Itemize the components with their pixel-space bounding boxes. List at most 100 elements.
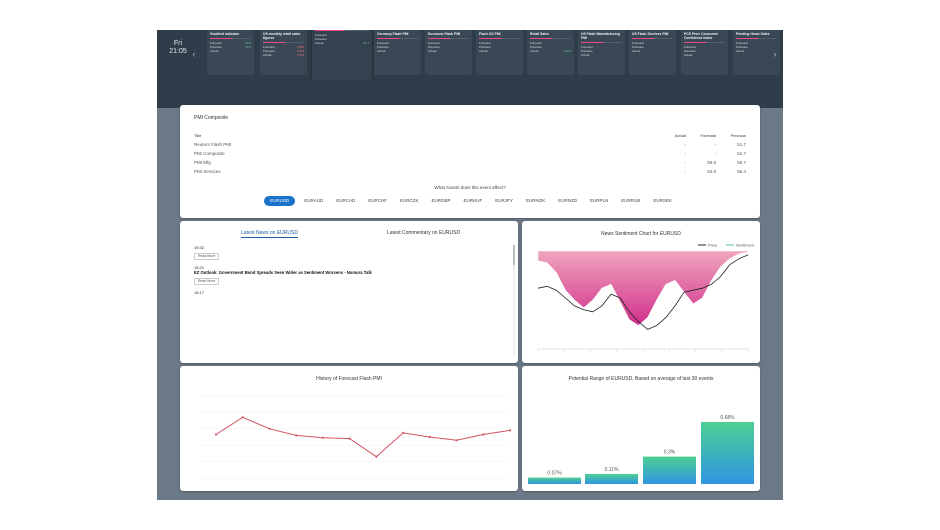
event-card-row-label: Actual bbox=[632, 49, 641, 53]
range-bar bbox=[528, 477, 581, 484]
asset-pill-eurnzd[interactable]: EURNZD bbox=[558, 198, 578, 203]
history-line bbox=[215, 416, 511, 458]
asset-pill-eurusd[interactable]: EURUSD bbox=[264, 196, 296, 206]
event-card-row-value: 51.7 bbox=[363, 41, 369, 45]
event-card-row: Previous bbox=[632, 45, 673, 49]
row-previous: 56.7 bbox=[737, 160, 746, 165]
history-point bbox=[321, 436, 324, 439]
row-actual: - bbox=[684, 142, 687, 147]
asset-pill-eurjpy[interactable]: EURJPY bbox=[495, 198, 514, 203]
news-list: 15:32 Read More 15:21 EZ Outlook: Governmen… bbox=[194, 245, 504, 300]
row-title: PMI Services bbox=[194, 169, 221, 174]
news-scrollbar[interactable] bbox=[513, 245, 515, 355]
header-previous: Previous bbox=[730, 133, 746, 138]
event-card-row-label: Actual bbox=[736, 49, 745, 53]
calendar-prev-button[interactable]: ‹ bbox=[192, 49, 196, 59]
event-card[interactable]: Flash US PMI Forecast Previous Actual bbox=[476, 30, 523, 75]
asset-pill-eurczk[interactable]: EURCZK bbox=[399, 198, 419, 203]
asset-pill-eurchf[interactable]: EURCHF bbox=[368, 198, 387, 203]
event-card[interactable]: PCE Price Consumer Confidence Index Forec… bbox=[681, 30, 728, 75]
history-chart-title: History of Forecast Flash PMI bbox=[316, 376, 382, 382]
event-card-impact-bar bbox=[684, 42, 725, 43]
event-card-row: Previous bbox=[428, 45, 469, 49]
event-card[interactable]: Forecast Previous Actual 51.7 bbox=[312, 30, 372, 84]
event-card-row-label: Forecast bbox=[581, 45, 593, 49]
row-actual: - bbox=[684, 151, 687, 156]
read-more-button[interactable]: Read More bbox=[194, 253, 220, 260]
event-card-row: Previous bbox=[377, 45, 418, 49]
price-line bbox=[537, 254, 749, 330]
event-card[interactable]: Eurozone Flash PMI Forecast Previous Actual bbox=[425, 30, 472, 75]
event-card-row: Actual bbox=[684, 53, 725, 57]
tab-latest-commentary[interactable]: Latest Commentary on EURUSD bbox=[387, 230, 461, 236]
asset-pills: EURUSD EURAUD EURCAD EURCHF EURCZK EURGBP EURH… bbox=[180, 196, 760, 206]
asset-pill-euraud[interactable]: EURAUD bbox=[304, 198, 324, 203]
event-card-row-label: Forecast bbox=[210, 41, 222, 45]
list-item: 15:32 Read More bbox=[194, 245, 504, 260]
event-card-row: Forecast bbox=[632, 41, 673, 45]
current-day-time: Fri 21:05 bbox=[163, 40, 193, 56]
asset-pill-eurgbp[interactable]: EURGBP bbox=[431, 198, 451, 203]
read-more-button[interactable]: Read More bbox=[194, 278, 220, 285]
asset-pill-eurrub[interactable]: EURRUB bbox=[621, 198, 641, 203]
history-chart bbox=[200, 395, 512, 479]
event-card[interactable]: US monthly retail sales figures Forecast 0… bbox=[260, 30, 307, 75]
event-card-row-label: Actual bbox=[479, 49, 488, 53]
sentiment-chart-title: News Sentiment Chart for EURUSD bbox=[601, 231, 681, 237]
event-card-title: Retail Sales bbox=[530, 32, 550, 36]
header-actual: Actual bbox=[674, 133, 686, 138]
event-card-row-value: 4.0% bbox=[564, 49, 571, 53]
news-scrollbar-thumb[interactable] bbox=[513, 245, 515, 265]
event-card-row: Actual bbox=[632, 49, 673, 53]
app-window: Fri 21:05 ‹ Gradient indicator Forecast 37… bbox=[157, 30, 783, 500]
event-card-row: Actual 51.7 bbox=[315, 41, 369, 45]
asset-pill-eurpln[interactable]: EURPLN bbox=[590, 198, 609, 203]
event-card-row: Forecast bbox=[377, 41, 418, 45]
range-bar bbox=[585, 474, 638, 484]
row-actual: - bbox=[684, 160, 687, 165]
asset-pill-eurhuf[interactable]: EURHUF bbox=[463, 198, 483, 203]
event-card-row-label: Forecast bbox=[428, 41, 440, 45]
sentiment-chart: Price Sentiment bbox=[537, 243, 755, 351]
event-card-row-label: Forecast bbox=[315, 33, 327, 37]
event-card[interactable]: US Flash Services PMI Forecast Previous Act… bbox=[629, 30, 676, 75]
history-point bbox=[455, 439, 458, 442]
asset-pill-eurcad[interactable]: EURCAD bbox=[336, 198, 356, 203]
sentiment-legend: Price Sentiment bbox=[698, 243, 755, 248]
assets-question: What Assets does this event affect? bbox=[434, 185, 506, 190]
event-card-row: Forecast bbox=[530, 41, 571, 45]
sentiment-panel: News Sentiment Chart for EURUSD Price Se… bbox=[522, 221, 760, 363]
row-previous: 56.4 bbox=[737, 169, 746, 174]
tab-latest-news[interactable]: Latest News on EURUSD bbox=[241, 230, 298, 238]
history-panel: History of Forecast Flash PMI bbox=[180, 366, 518, 491]
event-card-title: US Flash Manufacturing PMI bbox=[581, 32, 620, 40]
event-card-row-label: Previous bbox=[581, 49, 593, 53]
event-card[interactable]: Pending Home Sales Forecast Previous Actual bbox=[733, 30, 780, 75]
news-time: 15:17 bbox=[194, 290, 205, 295]
range-chart: 0.07% 0.11% 0.3% 0.68% bbox=[528, 415, 754, 484]
event-card-row-value: 0.4% bbox=[297, 49, 304, 53]
asset-pill-eurnok[interactable]: EURNOK bbox=[526, 198, 546, 203]
range-bar-label: 0.3% bbox=[664, 450, 676, 456]
event-card-impact-bar bbox=[736, 38, 777, 39]
asset-pill-eursek[interactable]: EURSEK bbox=[653, 198, 672, 203]
row-forecast: 55.5 bbox=[707, 160, 716, 165]
event-card[interactable]: Germany Flash PMI Forecast Previous Actual bbox=[374, 30, 421, 75]
event-card[interactable]: US Flash Manufacturing PMI Forecast Previo… bbox=[578, 30, 625, 75]
event-card-row-label: Actual bbox=[530, 49, 539, 53]
event-card-title: US Flash Services PMI bbox=[632, 32, 669, 36]
calendar-next-button[interactable]: › bbox=[773, 49, 777, 59]
event-card-row: Forecast bbox=[736, 41, 777, 45]
event-card[interactable]: Retail Sales Forecast Previous Actual 4.0% bbox=[527, 30, 574, 75]
event-card-row: Previous bbox=[530, 45, 571, 49]
event-card-row: Actual 4.0% bbox=[530, 49, 571, 53]
news-headline[interactable]: EZ Outlook: Government Bond Spreads Seen… bbox=[194, 270, 372, 275]
event-card[interactable]: Gradient indicator Forecast 37% Previous 37%… bbox=[207, 30, 254, 75]
range-chart-title: Potential Range of EURUSD, Based on aver… bbox=[568, 376, 714, 382]
event-card-row-label: Actual bbox=[428, 49, 437, 53]
event-card-row-label: Previous bbox=[736, 45, 748, 49]
event-card-title: Pending Home Sales bbox=[736, 32, 770, 36]
event-card-impact-bar bbox=[632, 38, 673, 39]
row-forecast: 53.5 bbox=[707, 169, 716, 174]
event-card-row: Previous bbox=[315, 37, 369, 41]
